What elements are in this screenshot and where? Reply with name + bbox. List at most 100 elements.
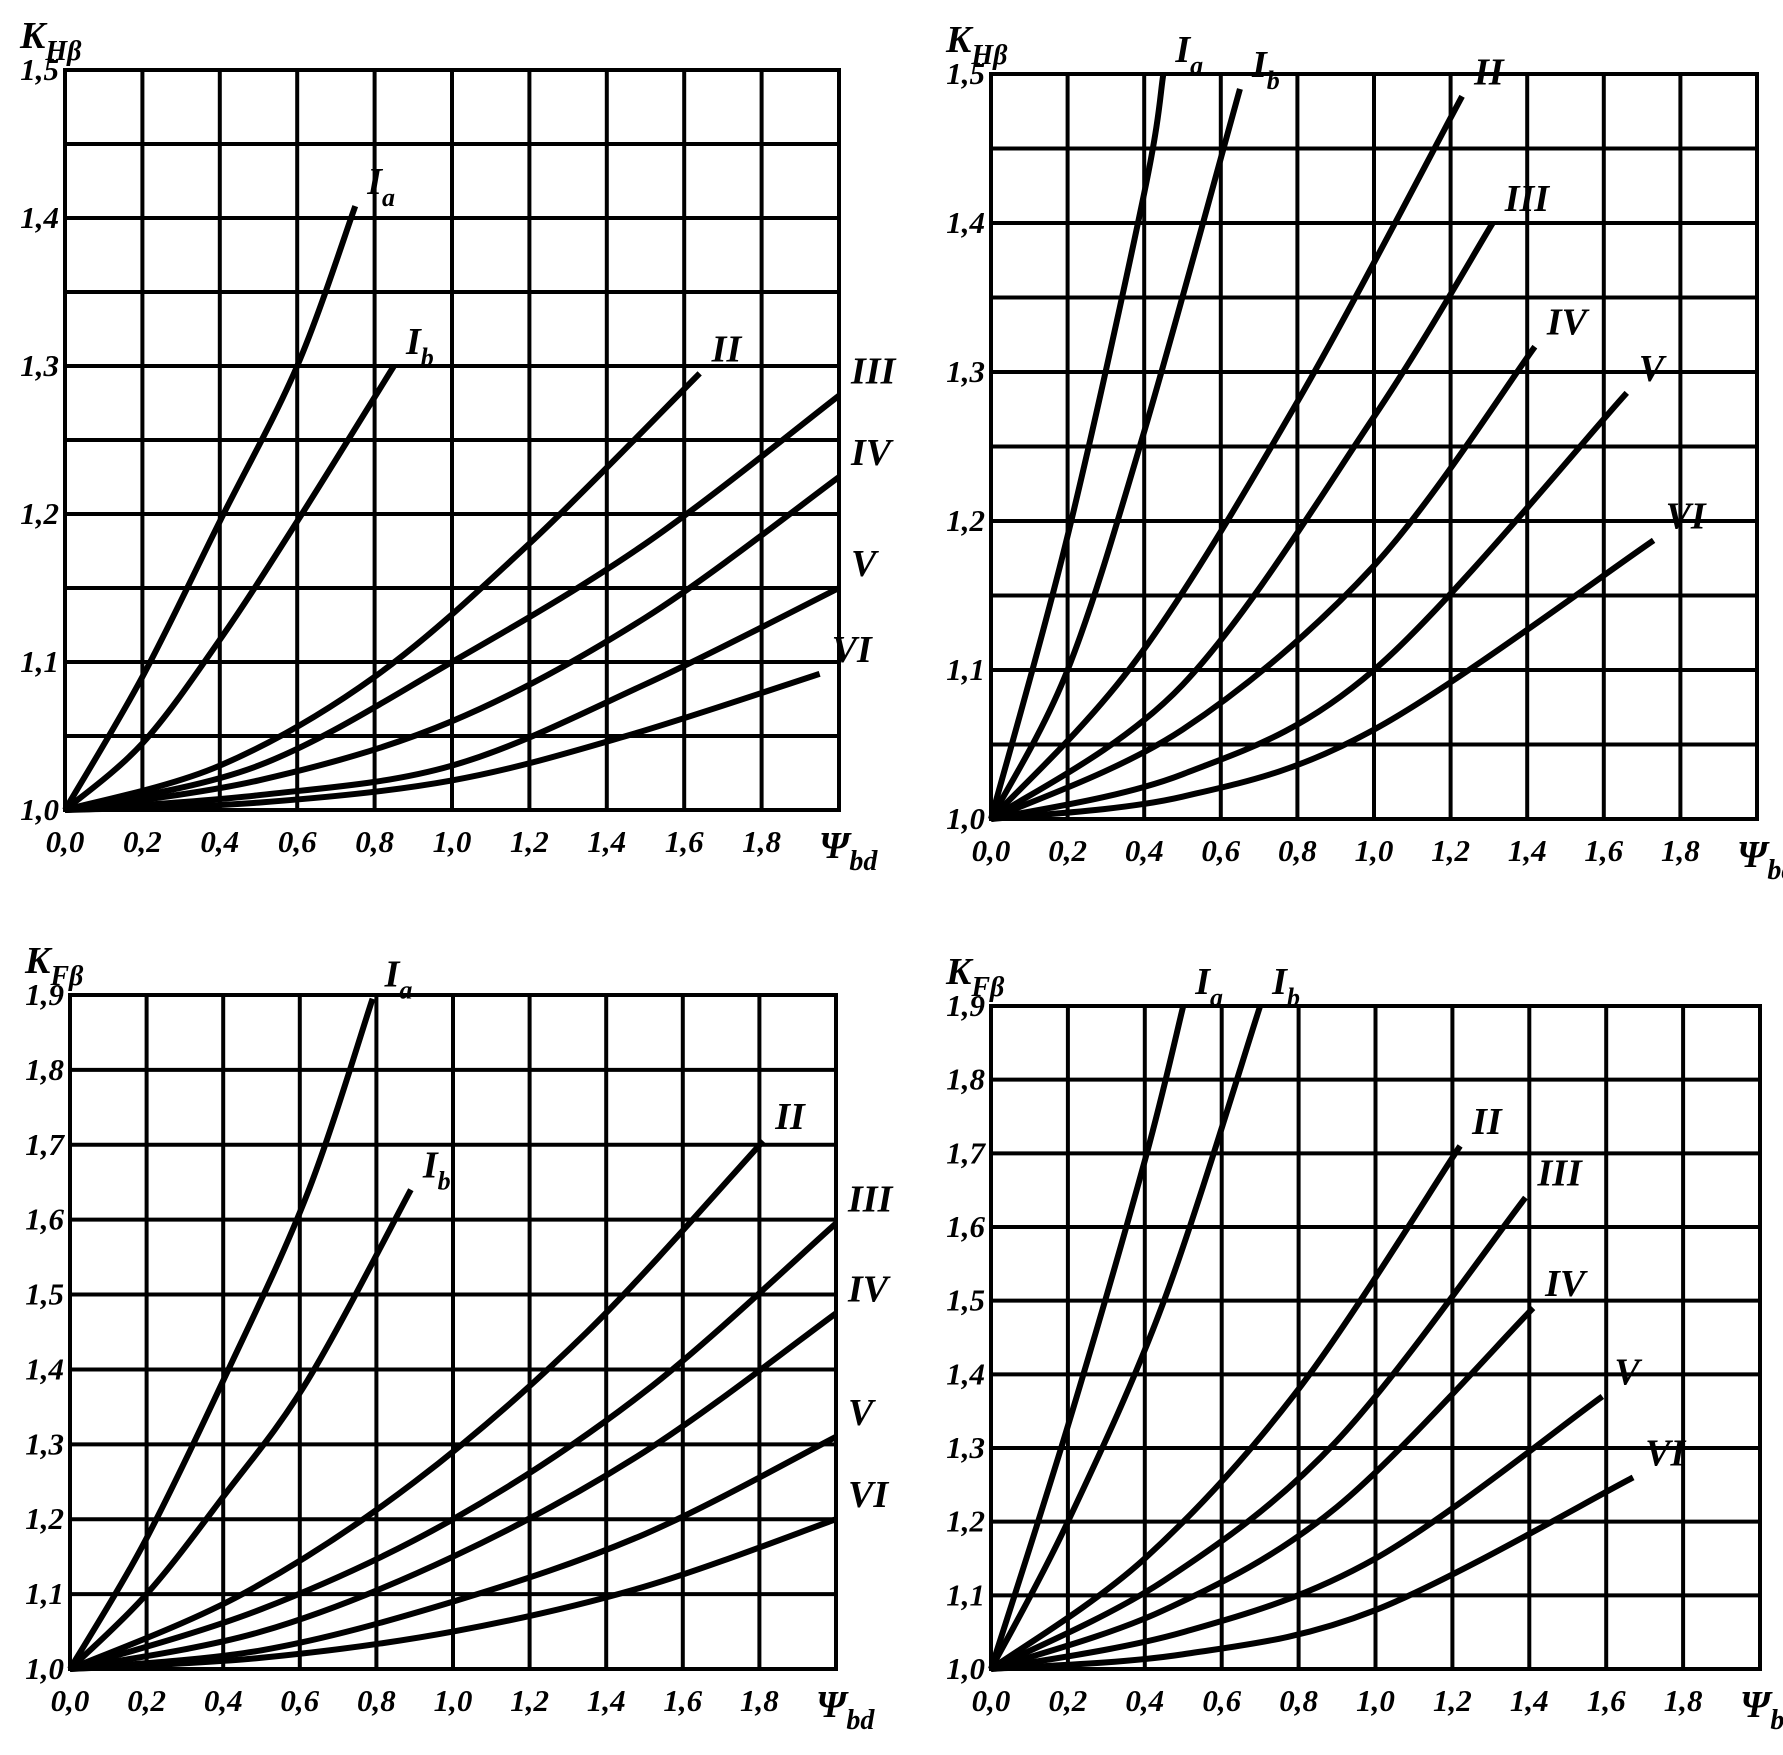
curve (988, 73, 1167, 820)
series-name: III (1504, 178, 1551, 220)
x-tick-label: 0,8 (1278, 833, 1317, 868)
curve (68, 1138, 766, 1672)
series-label: VI (848, 1474, 889, 1516)
curve (64, 371, 702, 813)
series-name: I (1251, 44, 1268, 86)
series-name: III (847, 1178, 894, 1220)
x-axis-label: Ψbd (816, 1684, 875, 1736)
y-axis-label-main: K (945, 19, 974, 61)
series-label: III (847, 1178, 894, 1220)
series-label: Ia (1194, 961, 1223, 1012)
series-label: II (711, 328, 743, 370)
x-tick-label: 0,4 (204, 1683, 243, 1718)
y-tick-label: 1,4 (946, 1356, 985, 1391)
x-tick-label: 0,8 (1279, 1683, 1318, 1718)
curve (989, 1144, 1463, 1672)
curve (64, 474, 841, 813)
series-label: Ib (405, 321, 434, 372)
y-tick-label: 1,5 (946, 56, 985, 91)
x-tick-label: 1,0 (434, 1683, 473, 1718)
y-tick-label: 1,4 (20, 200, 59, 235)
y-tick-label: 1,8 (25, 1052, 64, 1087)
x-tick-label: 1,2 (1433, 1683, 1472, 1718)
series-name: V (851, 543, 879, 585)
y-tick-label: 1,1 (20, 644, 59, 679)
y-axis-label: KHβ (945, 19, 1008, 71)
curve (63, 364, 397, 813)
curve (69, 1516, 837, 1672)
x-axis-label-sub: bd (846, 1705, 875, 1736)
plot-frame (68, 993, 838, 1671)
series-name: IV (850, 432, 894, 474)
y-tick-label: 1,4 (25, 1351, 64, 1386)
curve (990, 1474, 1635, 1672)
x-axis-label-sub: bd (1770, 1705, 1783, 1736)
x-tick-label: 0,4 (1125, 1683, 1164, 1718)
series-label: III (850, 351, 897, 393)
curve (989, 344, 1538, 822)
series-label: Ia (366, 161, 395, 212)
x-tick-label: 0,4 (1125, 833, 1164, 868)
plot-frame (63, 68, 841, 812)
series-name: I (1174, 29, 1191, 71)
series-name: III (850, 351, 897, 393)
x-tick-label: 1,2 (1431, 833, 1470, 868)
series-name: III (1536, 1153, 1583, 1195)
x-tick-label: 1,8 (1664, 1683, 1703, 1718)
y-tick-label: 1,5 (20, 52, 59, 87)
series-label: II (1471, 1101, 1503, 1143)
series-label: VI (832, 629, 873, 671)
y-tick-label: 1,6 (946, 1209, 985, 1244)
x-tick-label: 0,8 (355, 824, 394, 859)
x-tick-label: 0,0 (46, 824, 85, 859)
curve (69, 1310, 838, 1672)
series-name: VI (1645, 1432, 1686, 1474)
series-name-sub: a (1210, 983, 1223, 1012)
x-axis-label-sub: bd (1767, 855, 1783, 886)
series-label: III (1504, 178, 1551, 220)
series-label: III (1536, 1153, 1583, 1195)
y-tick-label: 1,0 (946, 1651, 985, 1686)
x-tick-label: 1,4 (1508, 833, 1547, 868)
x-tick-label: 1,0 (1355, 833, 1394, 868)
curve (990, 1305, 1536, 1672)
series-name: V (848, 1392, 876, 1434)
x-tick-label: 1,6 (1587, 1683, 1626, 1718)
y-tick-label: 1,2 (25, 1501, 64, 1536)
x-tick-label: 1,2 (510, 1683, 549, 1718)
x-axis-label-main: Ψ (1737, 834, 1770, 876)
x-axis-label: Ψbd (819, 825, 878, 877)
series-label: VI (1666, 495, 1707, 537)
y-tick-label: 1,1 (946, 652, 985, 687)
series-label: Ib (422, 1145, 451, 1196)
chart: 0,0 0,2 0,4 0,6 0,8 1,0 1,2 1,4 1,6 1,8 1,0 1,1 1,2 1… (19, 15, 897, 877)
x-tick-label: 0,2 (1048, 833, 1087, 868)
x-tick-label: 0,6 (278, 824, 317, 859)
series-name: IV (847, 1268, 891, 1310)
series-name: I (1271, 961, 1288, 1003)
y-axis-label-main: K (19, 15, 48, 57)
x-axis-label-main: Ψ (819, 825, 852, 867)
curve (988, 94, 1465, 822)
plot-frame (989, 1004, 1762, 1671)
y-axis-label-sub: Hβ (970, 40, 1008, 71)
x-tick-label: 1,6 (1584, 833, 1623, 868)
curve (989, 1195, 1528, 1672)
y-axis-label-sub: Fβ (970, 972, 1005, 1003)
y-tick-label: 1,2 (20, 496, 59, 531)
y-tick-label: 1,3 (946, 1430, 985, 1465)
y-tick-label: 1,2 (946, 503, 985, 538)
y-axis-label: KFβ (945, 951, 1005, 1003)
x-tick-label: 0,2 (127, 1683, 166, 1718)
curve (988, 1005, 1187, 1670)
series-label: V (1639, 348, 1667, 390)
y-axis-label-sub: Hβ (44, 36, 82, 67)
y-axis-label-sub: Fβ (49, 961, 84, 992)
curve (988, 88, 1243, 821)
series-name: II (711, 328, 743, 370)
curve (990, 537, 1656, 822)
y-tick-label: 1,1 (25, 1576, 64, 1611)
series-name: V (1614, 1351, 1642, 1393)
x-tick-label: 1,8 (742, 824, 781, 859)
curve (64, 670, 821, 813)
